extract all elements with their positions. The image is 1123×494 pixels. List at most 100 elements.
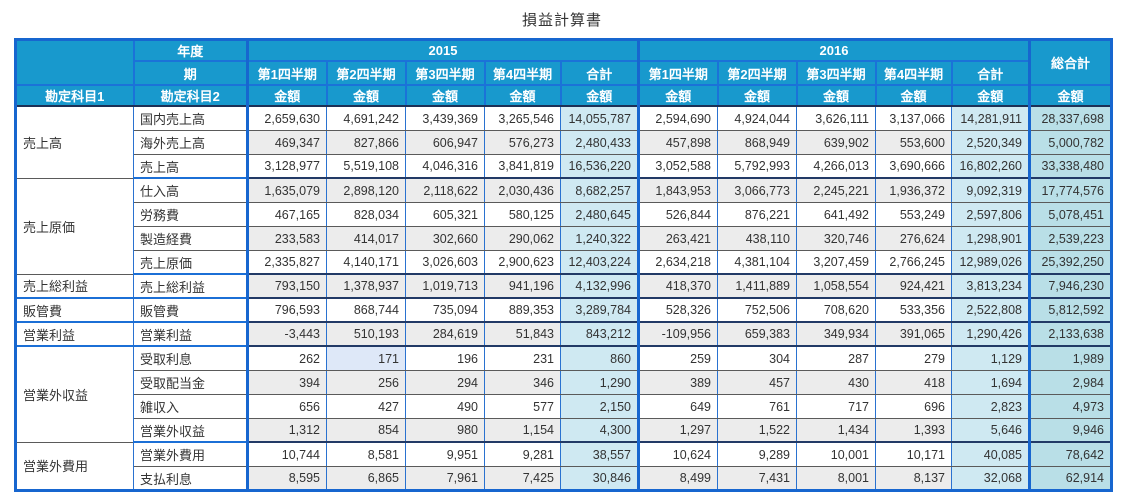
value-cell[interactable]: 1,154 [484,418,561,443]
value-cell[interactable]: 3,128,977 [246,154,327,179]
value-cell[interactable]: 2,659,630 [246,106,327,131]
value-cell[interactable]: 38,557 [560,442,639,467]
value-cell[interactable]: 639,902 [796,130,876,155]
value-cell[interactable]: 9,951 [405,442,485,467]
value-cell[interactable]: 10,171 [875,442,952,467]
value-cell[interactable]: 8,581 [326,442,406,467]
value-cell[interactable]: 696 [875,394,952,419]
value-cell[interactable]: 796,593 [246,298,327,323]
value-cell[interactable]: 717 [796,394,876,419]
value-cell[interactable]: 414,017 [326,226,406,251]
value-cell[interactable]: 1,290 [560,370,639,395]
value-cell[interactable]: 4,300 [560,418,639,443]
value-cell[interactable]: 4,046,316 [405,154,485,179]
value-cell[interactable]: 5,000,782 [1028,130,1112,155]
value-cell[interactable]: 10,624 [637,442,718,467]
value-cell[interactable]: 62,914 [1028,466,1112,492]
value-cell[interactable]: 256 [326,370,406,395]
value-cell[interactable]: 2,118,622 [405,178,485,203]
value-cell[interactable]: 2,597,806 [951,202,1030,227]
value-cell[interactable]: 7,431 [717,466,797,492]
value-cell[interactable]: 827,866 [326,130,406,155]
value-cell[interactable]: 2,898,120 [326,178,406,203]
value-cell[interactable]: 5,519,108 [326,154,406,179]
value-cell[interactable]: 9,289 [717,442,797,467]
value-cell[interactable]: 12,403,224 [560,250,639,275]
value-cell[interactable]: 4,924,044 [717,106,797,131]
value-cell[interactable]: 1,312 [246,418,327,443]
value-cell[interactable]: 12,989,026 [951,250,1030,275]
value-cell[interactable]: 3,137,066 [875,106,952,131]
value-cell[interactable]: 649 [637,394,718,419]
value-cell[interactable]: 4,132,996 [560,274,639,299]
value-cell[interactable]: 3,026,603 [405,250,485,275]
value-cell[interactable]: 490 [405,394,485,419]
value-cell[interactable]: 14,281,911 [951,106,1030,131]
value-cell[interactable]: 394 [246,370,327,395]
value-cell[interactable]: 8,137 [875,466,952,492]
value-cell[interactable]: 641,492 [796,202,876,227]
value-cell[interactable]: 16,536,220 [560,154,639,179]
value-cell[interactable]: 1,434 [796,418,876,443]
value-cell[interactable]: 605,321 [405,202,485,227]
value-cell[interactable]: 5,792,993 [717,154,797,179]
value-cell[interactable]: 2,984 [1028,370,1112,395]
value-cell[interactable]: 860 [560,346,639,371]
value-cell[interactable]: 854 [326,418,406,443]
value-cell[interactable]: 4,381,104 [717,250,797,275]
value-cell[interactable]: 17,774,576 [1028,178,1112,203]
value-cell[interactable]: 389 [637,370,718,395]
value-cell[interactable]: 349,934 [796,322,876,347]
value-cell[interactable]: 3,289,784 [560,298,639,323]
value-cell[interactable]: 980 [405,418,485,443]
value-cell[interactable]: 2,634,218 [637,250,718,275]
value-cell[interactable]: 33,338,480 [1028,154,1112,179]
value-cell[interactable]: 418 [875,370,952,395]
value-cell[interactable]: 320,746 [796,226,876,251]
value-cell[interactable]: 284,619 [405,322,485,347]
value-cell[interactable]: 276,624 [875,226,952,251]
value-cell[interactable]: 171 [326,346,406,371]
value-cell[interactable]: 304 [717,346,797,371]
value-cell[interactable]: -109,956 [637,322,718,347]
value-cell[interactable]: 427 [326,394,406,419]
value-cell[interactable]: 1,240,322 [560,226,639,251]
value-cell[interactable]: 346 [484,370,561,395]
value-cell[interactable]: 51,843 [484,322,561,347]
value-cell[interactable]: 1,297 [637,418,718,443]
value-cell[interactable]: 2,520,349 [951,130,1030,155]
value-cell[interactable]: 1,129 [951,346,1030,371]
value-cell[interactable]: 876,221 [717,202,797,227]
value-cell[interactable]: 10,001 [796,442,876,467]
value-cell[interactable]: 457 [717,370,797,395]
value-cell[interactable]: 2,522,808 [951,298,1030,323]
value-cell[interactable]: 3,813,234 [951,274,1030,299]
value-cell[interactable]: 6,865 [326,466,406,492]
value-cell[interactable]: 941,196 [484,274,561,299]
value-cell[interactable]: 868,949 [717,130,797,155]
value-cell[interactable]: 290,062 [484,226,561,251]
value-cell[interactable]: 2,245,221 [796,178,876,203]
value-cell[interactable]: 5,078,451 [1028,202,1112,227]
value-cell[interactable]: 526,844 [637,202,718,227]
value-cell[interactable]: 735,094 [405,298,485,323]
value-cell[interactable]: 1,019,713 [405,274,485,299]
value-cell[interactable]: 2,030,436 [484,178,561,203]
value-cell[interactable]: 4,691,242 [326,106,406,131]
value-cell[interactable]: 752,506 [717,298,797,323]
value-cell[interactable]: 1,635,079 [246,178,327,203]
value-cell[interactable]: 3,207,459 [796,250,876,275]
value-cell[interactable]: 576,273 [484,130,561,155]
value-cell[interactable]: 457,898 [637,130,718,155]
value-cell[interactable]: 1,290,426 [951,322,1030,347]
value-cell[interactable]: 262 [246,346,327,371]
value-cell[interactable]: 469,347 [246,130,327,155]
value-cell[interactable]: 231 [484,346,561,371]
value-cell[interactable]: 196 [405,346,485,371]
value-cell[interactable]: 25,392,250 [1028,250,1112,275]
value-cell[interactable]: 78,642 [1028,442,1112,467]
value-cell[interactable]: -3,443 [246,322,327,347]
value-cell[interactable]: 4,140,171 [326,250,406,275]
value-cell[interactable]: 391,065 [875,322,952,347]
value-cell[interactable]: 279 [875,346,952,371]
